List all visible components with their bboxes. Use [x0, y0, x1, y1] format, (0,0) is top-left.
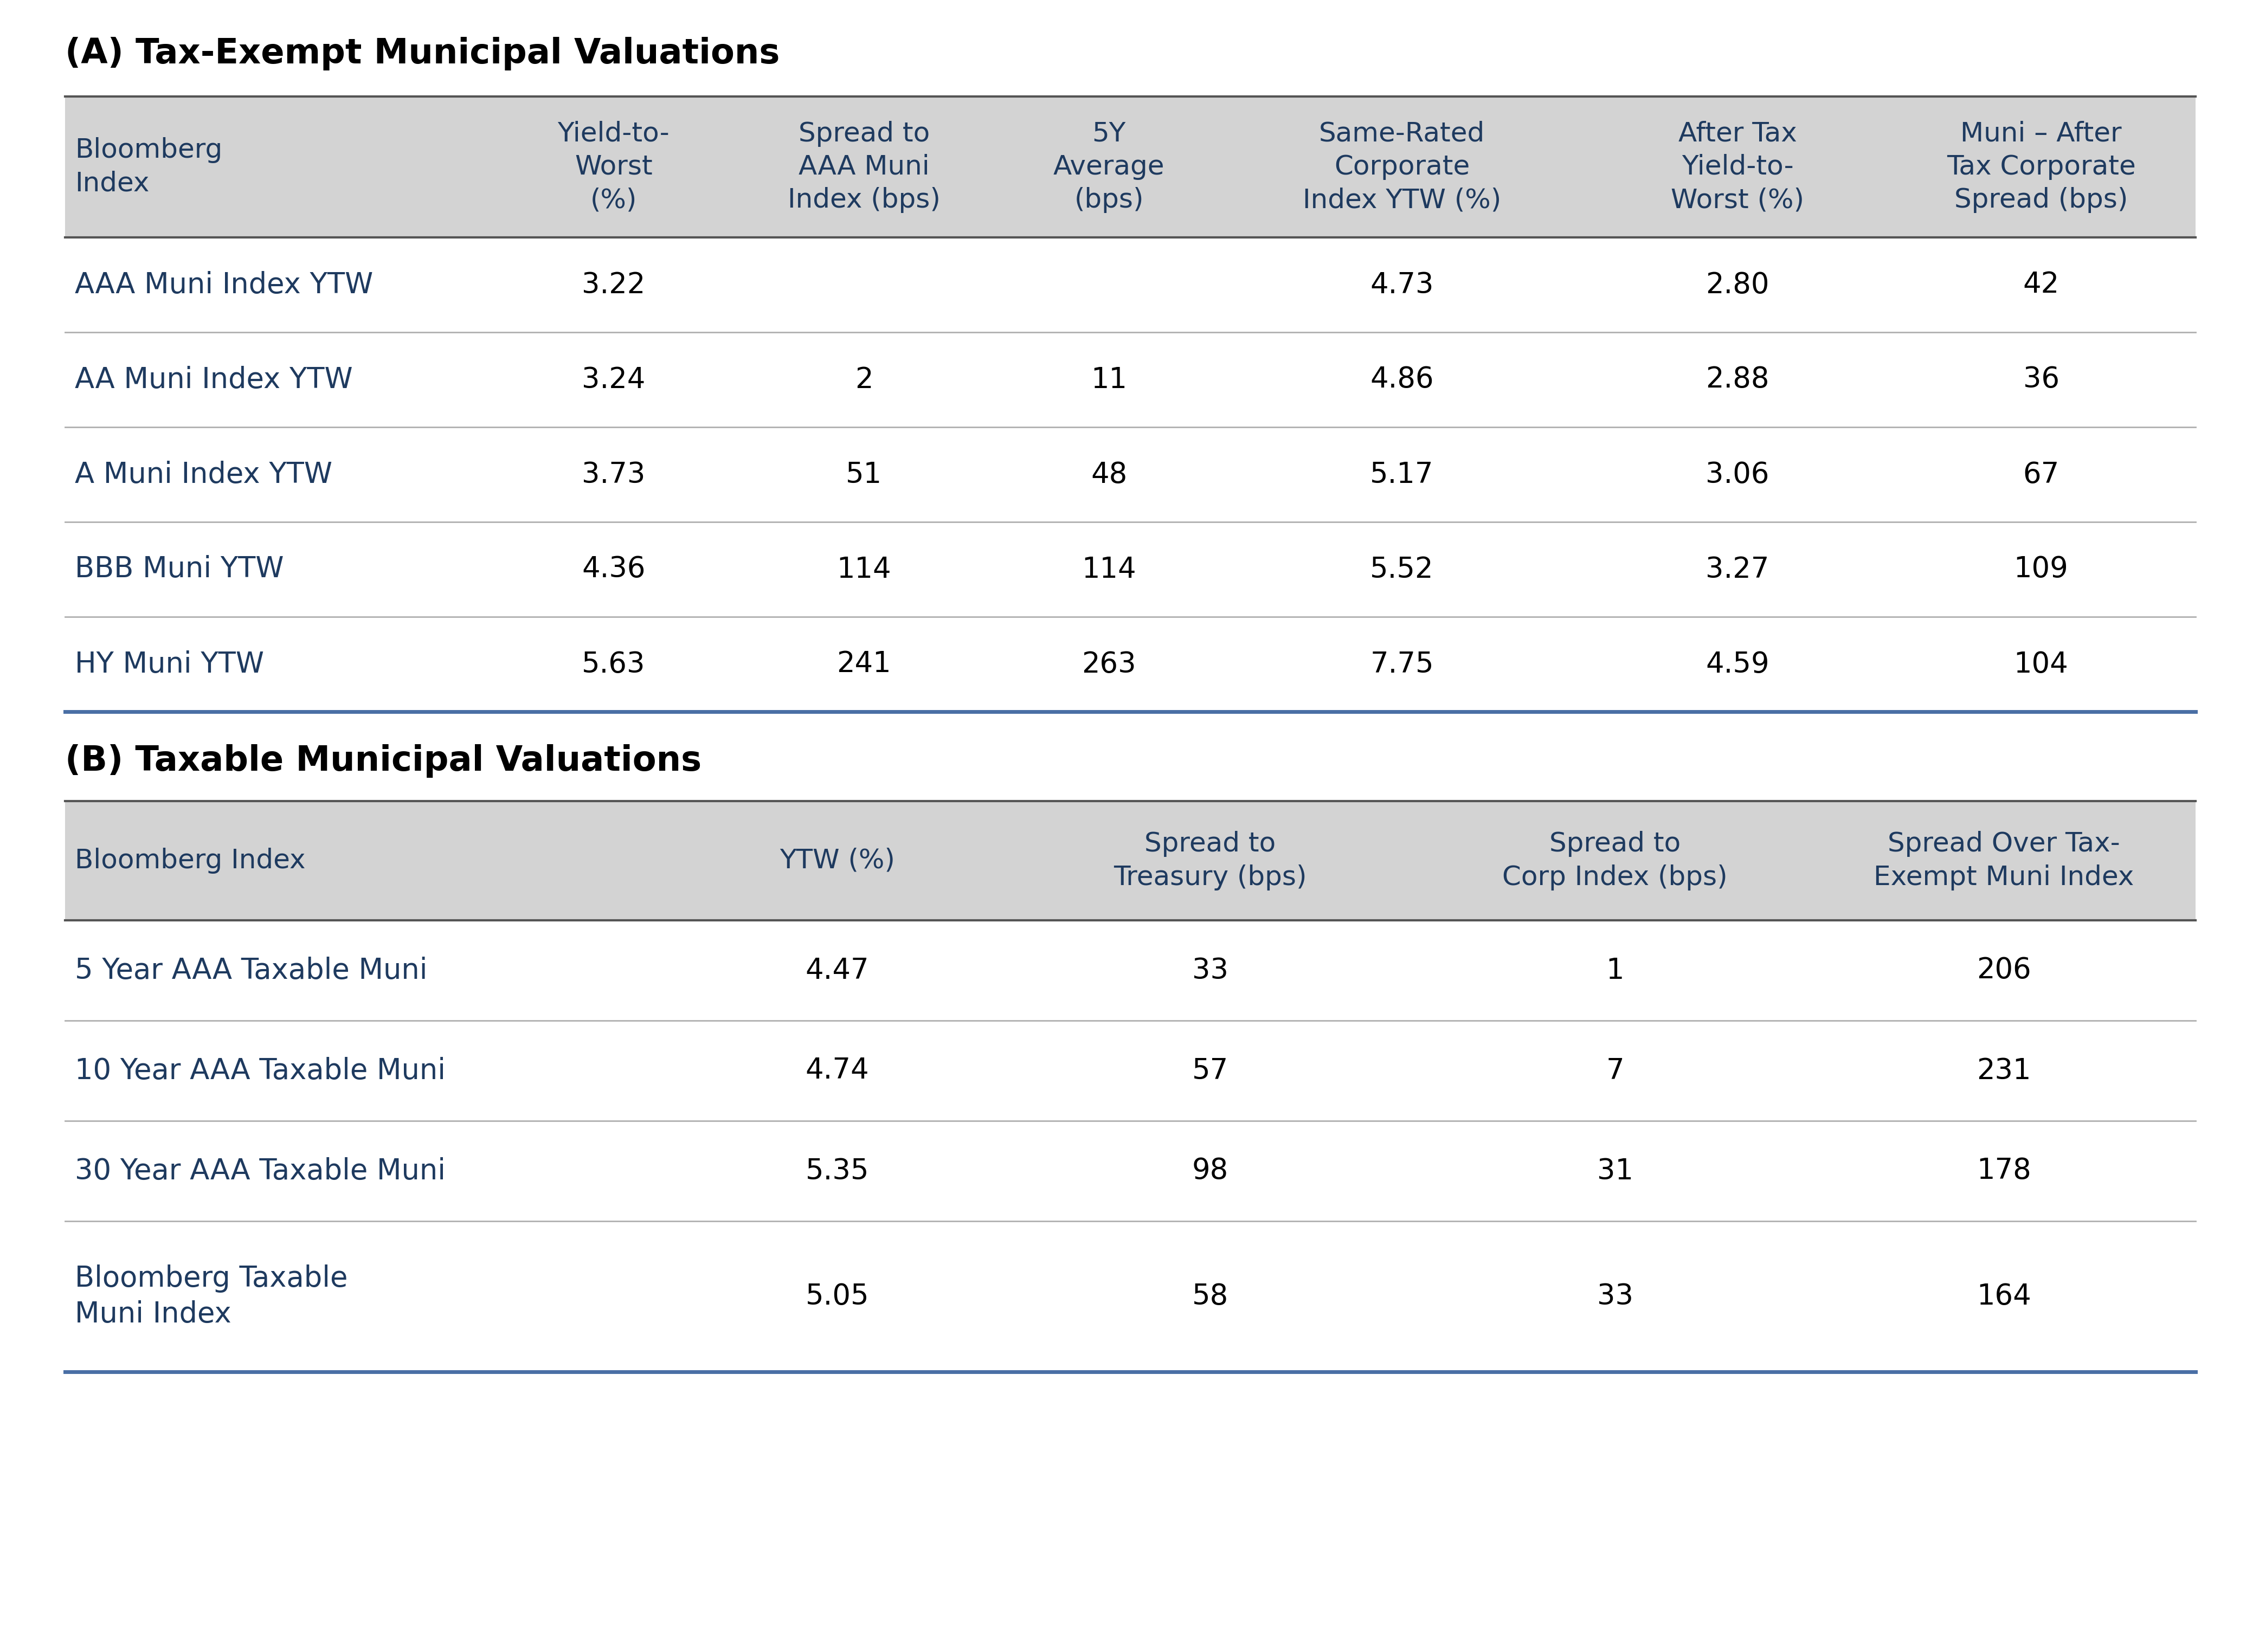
- Text: 5.63: 5.63: [583, 651, 646, 679]
- Text: 114: 114: [836, 555, 892, 583]
- Text: 4.73: 4.73: [1371, 271, 1434, 299]
- Text: 4.74: 4.74: [806, 1057, 870, 1085]
- Text: 5 Year AAA Taxable Muni: 5 Year AAA Taxable Muni: [75, 957, 427, 985]
- Text: 206: 206: [1977, 957, 2031, 985]
- Text: 48: 48: [1091, 461, 1127, 489]
- Text: 10 Year AAA Taxable Muni: 10 Year AAA Taxable Muni: [75, 1057, 445, 1085]
- Text: 11: 11: [1091, 365, 1127, 393]
- Text: 241: 241: [836, 651, 892, 679]
- Text: Same-Rated
Corporate
Index YTW (%): Same-Rated Corporate Index YTW (%): [1303, 121, 1502, 213]
- Text: YTW (%): YTW (%): [779, 847, 895, 874]
- Text: Spread to
Treasury (bps): Spread to Treasury (bps): [1114, 831, 1308, 890]
- Text: Bloomberg
Index: Bloomberg Index: [75, 137, 221, 197]
- Text: (B) Taxable Municipal Valuations: (B) Taxable Municipal Valuations: [66, 743, 703, 778]
- Text: 7: 7: [1606, 1057, 1624, 1085]
- Text: 51: 51: [845, 461, 883, 489]
- Bar: [66, 96, 2196, 238]
- Text: 164: 164: [1977, 1282, 2031, 1310]
- Text: Spread to
Corp Index (bps): Spread to Corp Index (bps): [1502, 831, 1728, 890]
- Text: 1: 1: [1606, 957, 1624, 985]
- Text: 114: 114: [1082, 555, 1136, 583]
- Text: Bloomberg Index: Bloomberg Index: [75, 847, 305, 874]
- Text: 2: 2: [854, 365, 872, 393]
- Text: 5.05: 5.05: [806, 1282, 870, 1310]
- Text: 98: 98: [1193, 1156, 1229, 1184]
- Text: 4.47: 4.47: [806, 957, 870, 985]
- Text: Spread Over Tax-
Exempt Muni Index: Spread Over Tax- Exempt Muni Index: [1873, 831, 2135, 890]
- Text: 33: 33: [1597, 1282, 1633, 1310]
- Text: 3.27: 3.27: [1706, 555, 1769, 583]
- Text: Yield-to-
Worst
(%): Yield-to- Worst (%): [558, 121, 669, 213]
- Text: 231: 231: [1977, 1057, 2031, 1085]
- Text: (A) Tax-Exempt Municipal Valuations: (A) Tax-Exempt Municipal Valuations: [66, 36, 779, 71]
- Text: 42: 42: [2022, 271, 2060, 299]
- Text: 4.86: 4.86: [1369, 365, 1434, 393]
- Text: AAA Muni Index YTW: AAA Muni Index YTW: [75, 271, 373, 299]
- Text: 3.22: 3.22: [583, 271, 646, 299]
- Text: 3.73: 3.73: [583, 461, 646, 489]
- Text: BBB Muni YTW: BBB Muni YTW: [75, 555, 285, 583]
- Text: 7.75: 7.75: [1369, 651, 1434, 679]
- Text: 33: 33: [1193, 957, 1229, 985]
- Text: 58: 58: [1193, 1282, 1229, 1310]
- Text: 31: 31: [1597, 1156, 1633, 1184]
- Text: 67: 67: [2022, 461, 2060, 489]
- Text: AA Muni Index YTW: AA Muni Index YTW: [75, 365, 352, 393]
- Text: 5.52: 5.52: [1371, 555, 1434, 583]
- Text: 263: 263: [1082, 651, 1136, 679]
- Text: 2.88: 2.88: [1706, 365, 1769, 393]
- Text: 36: 36: [2022, 365, 2060, 393]
- Text: 5Y
Average
(bps): 5Y Average (bps): [1053, 121, 1166, 213]
- Bar: [66, 801, 2196, 920]
- Text: 57: 57: [1193, 1057, 1229, 1085]
- Text: 5.17: 5.17: [1371, 461, 1434, 489]
- Text: 4.59: 4.59: [1706, 651, 1769, 679]
- Text: 5.35: 5.35: [806, 1156, 870, 1184]
- Text: 2.80: 2.80: [1706, 271, 1769, 299]
- Text: 104: 104: [2013, 651, 2069, 679]
- Text: 3.24: 3.24: [583, 365, 646, 393]
- Text: 4.36: 4.36: [583, 555, 646, 583]
- Text: 3.06: 3.06: [1706, 461, 1769, 489]
- Text: Bloomberg Taxable
Muni Index: Bloomberg Taxable Muni Index: [75, 1264, 348, 1328]
- Text: 178: 178: [1977, 1156, 2031, 1184]
- Text: 109: 109: [2013, 555, 2069, 583]
- Text: After Tax
Yield-to-
Worst (%): After Tax Yield-to- Worst (%): [1672, 121, 1805, 213]
- Text: 30 Year AAA Taxable Muni: 30 Year AAA Taxable Muni: [75, 1156, 445, 1184]
- Text: Muni – After
Tax Corporate
Spread (bps): Muni – After Tax Corporate Spread (bps): [1947, 121, 2135, 213]
- Text: Spread to
AAA Muni
Index (bps): Spread to AAA Muni Index (bps): [788, 121, 940, 213]
- Text: HY Muni YTW: HY Muni YTW: [75, 651, 264, 679]
- Text: A Muni Index YTW: A Muni Index YTW: [75, 461, 332, 489]
